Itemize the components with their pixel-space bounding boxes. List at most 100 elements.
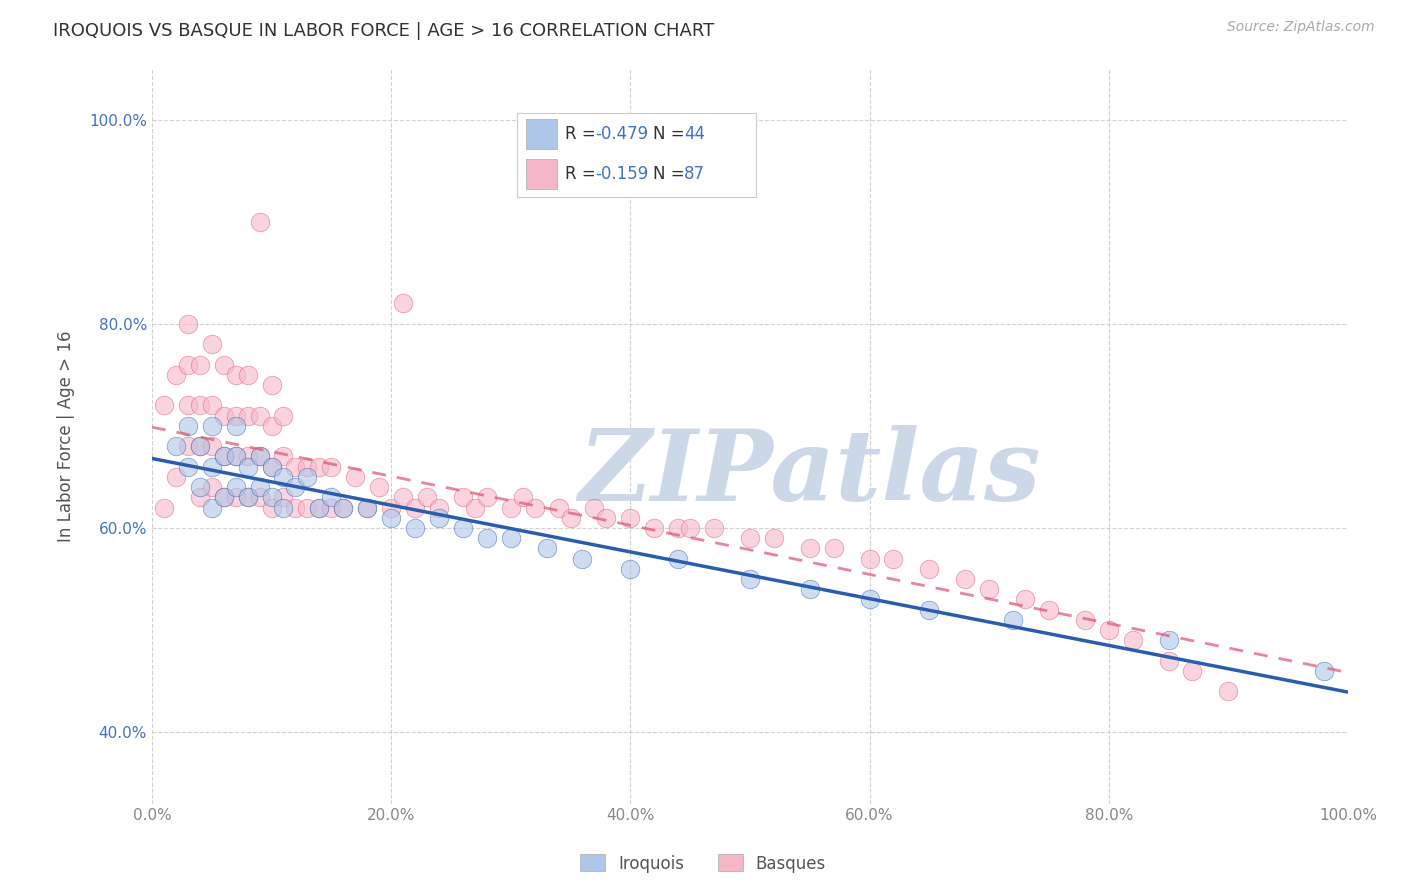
Point	[260, 491, 283, 505]
Point	[595, 510, 617, 524]
Point	[249, 491, 271, 505]
Point	[165, 827, 187, 841]
Point	[679, 521, 702, 535]
Point	[297, 470, 319, 484]
Point	[344, 470, 367, 484]
Point	[321, 500, 343, 515]
Point	[201, 418, 224, 433]
Point	[273, 500, 295, 515]
Point	[284, 480, 307, 494]
Point	[236, 450, 259, 464]
Point	[1218, 684, 1240, 698]
Point	[177, 317, 200, 331]
Point	[153, 500, 176, 515]
Point	[1157, 654, 1180, 668]
Point	[427, 500, 450, 515]
Point	[201, 459, 224, 474]
Point	[177, 399, 200, 413]
Point	[1181, 664, 1204, 678]
Point	[249, 450, 271, 464]
Point	[918, 602, 941, 616]
Point	[188, 358, 211, 372]
Point	[571, 551, 593, 566]
Point	[523, 500, 546, 515]
Point	[201, 480, 224, 494]
Point	[236, 491, 259, 505]
Point	[416, 491, 439, 505]
Point	[225, 450, 247, 464]
Point	[512, 491, 534, 505]
Point	[464, 500, 486, 515]
Point	[225, 491, 247, 505]
Point	[212, 409, 235, 423]
Point	[918, 562, 941, 576]
Point	[225, 368, 247, 382]
Point	[368, 480, 391, 494]
Point	[858, 551, 880, 566]
Point	[225, 418, 247, 433]
Point	[1038, 602, 1060, 616]
Point	[619, 562, 641, 576]
Point	[201, 337, 224, 351]
Point	[212, 450, 235, 464]
Point	[392, 296, 415, 310]
Point	[321, 459, 343, 474]
Point	[225, 450, 247, 464]
Point	[165, 439, 187, 453]
Point	[201, 500, 224, 515]
Point	[308, 459, 330, 474]
Point	[260, 378, 283, 392]
Point	[236, 409, 259, 423]
Point	[666, 551, 689, 566]
Point	[260, 459, 283, 474]
Point	[212, 450, 235, 464]
Point	[284, 459, 307, 474]
Point	[356, 500, 378, 515]
Point	[1122, 633, 1144, 648]
Point	[475, 531, 498, 545]
Point	[188, 399, 211, 413]
Point	[273, 409, 295, 423]
Point	[560, 510, 582, 524]
Point	[1313, 664, 1336, 678]
Point	[249, 480, 271, 494]
Point	[165, 470, 187, 484]
Point	[201, 399, 224, 413]
Point	[643, 521, 665, 535]
Point	[451, 521, 474, 535]
Point	[799, 541, 821, 556]
Point	[236, 459, 259, 474]
Point	[404, 500, 426, 515]
Point	[177, 459, 200, 474]
Point	[1002, 613, 1025, 627]
Point	[1157, 633, 1180, 648]
Point	[979, 582, 1001, 597]
Point	[392, 491, 415, 505]
Point	[499, 500, 522, 515]
Point	[451, 491, 474, 505]
Point	[427, 510, 450, 524]
Point	[499, 531, 522, 545]
Point	[212, 491, 235, 505]
Point	[236, 368, 259, 382]
Legend: Iroquois, Basques: Iroquois, Basques	[574, 847, 832, 880]
Point	[738, 531, 761, 545]
Point	[738, 572, 761, 586]
Point	[177, 358, 200, 372]
Point	[332, 500, 354, 515]
Text: Source: ZipAtlas.com: Source: ZipAtlas.com	[1227, 20, 1375, 34]
Point	[308, 500, 330, 515]
Point	[799, 582, 821, 597]
Point	[1014, 592, 1036, 607]
Point	[273, 470, 295, 484]
Point	[260, 418, 283, 433]
Point	[953, 572, 976, 586]
Point	[536, 541, 558, 556]
Point	[297, 500, 319, 515]
Point	[188, 439, 211, 453]
Point	[619, 510, 641, 524]
Point	[273, 450, 295, 464]
Point	[153, 399, 176, 413]
Point	[547, 500, 569, 515]
Point	[1098, 623, 1121, 637]
